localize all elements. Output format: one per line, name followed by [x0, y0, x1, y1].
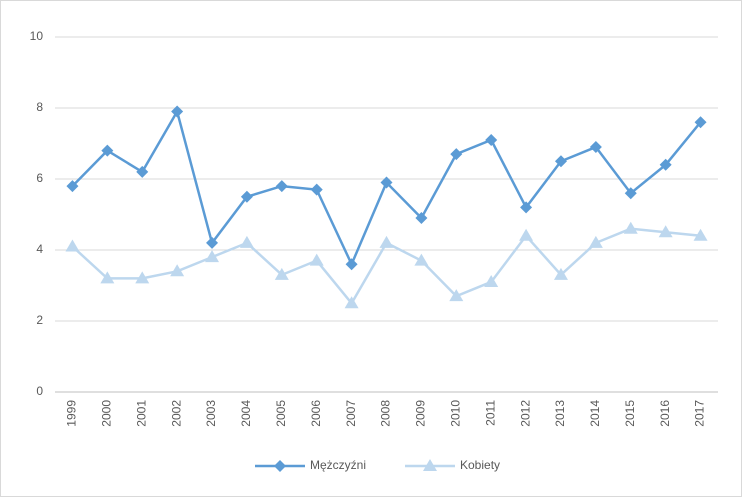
legend-marker — [423, 459, 437, 471]
data-point — [484, 274, 499, 287]
y-tick-label: 4 — [36, 242, 43, 256]
x-tick-label: 2011 — [483, 400, 497, 426]
data-point — [553, 267, 568, 280]
data-point — [66, 180, 79, 193]
y-tick-label: 0 — [36, 384, 43, 398]
data-point — [659, 158, 672, 171]
x-tick-label: 2002 — [169, 400, 183, 427]
data-point — [589, 141, 602, 154]
data-point — [415, 212, 428, 225]
x-tick-label: 2010 — [448, 400, 462, 427]
data-point — [380, 176, 393, 189]
data-point — [345, 258, 358, 271]
data-point — [379, 235, 394, 248]
data-point — [171, 105, 184, 118]
data-point — [485, 133, 498, 146]
data-point — [100, 271, 115, 284]
x-tick-label: 2004 — [239, 400, 253, 427]
data-point — [344, 296, 359, 309]
data-point — [693, 228, 708, 241]
data-point — [624, 187, 637, 200]
y-tick-label: 10 — [30, 29, 44, 43]
data-point — [135, 271, 150, 284]
data-point — [450, 148, 463, 161]
x-tick-label: 2013 — [553, 400, 567, 427]
x-tick-label: 2014 — [588, 400, 602, 427]
data-point — [205, 250, 220, 263]
x-tick-label: 1999 — [65, 400, 79, 427]
y-tick-label: 6 — [36, 171, 43, 185]
data-point — [136, 165, 149, 178]
data-point — [65, 239, 80, 252]
legend-marker — [274, 460, 286, 472]
data-point — [240, 190, 253, 203]
data-point — [623, 221, 638, 234]
data-point — [520, 201, 533, 214]
data-point — [588, 235, 603, 248]
x-tick-label: 2003 — [204, 400, 218, 427]
data-point — [239, 235, 254, 248]
x-tick-label: 2007 — [344, 400, 358, 427]
data-point — [274, 267, 289, 280]
x-tick-label: 2012 — [518, 400, 532, 427]
data-point — [554, 155, 567, 168]
x-tick-label: 2006 — [309, 400, 323, 427]
data-point — [309, 253, 324, 266]
x-tick-label: 2017 — [693, 400, 707, 427]
x-tick-label: 2015 — [623, 400, 637, 427]
x-tick-label: 2008 — [379, 400, 393, 427]
y-tick-label: 2 — [36, 313, 43, 327]
x-tick-label: 2016 — [658, 400, 672, 427]
data-point — [310, 183, 323, 196]
data-point — [101, 144, 114, 157]
data-point — [449, 289, 464, 302]
data-point — [170, 264, 185, 277]
data-point — [206, 236, 219, 249]
x-tick-label: 2005 — [274, 400, 288, 427]
data-point — [275, 180, 288, 193]
legend-label: Mężczyźni — [310, 458, 366, 472]
data-point — [658, 225, 673, 238]
x-tick-label: 2009 — [414, 400, 428, 427]
data-point — [694, 116, 707, 129]
data-point — [519, 228, 534, 241]
x-tick-label: 2001 — [134, 400, 148, 427]
y-tick-label: 8 — [36, 100, 43, 114]
data-point — [414, 253, 429, 266]
x-tick-label: 2000 — [100, 400, 114, 427]
legend-label: Kobiety — [460, 458, 500, 472]
